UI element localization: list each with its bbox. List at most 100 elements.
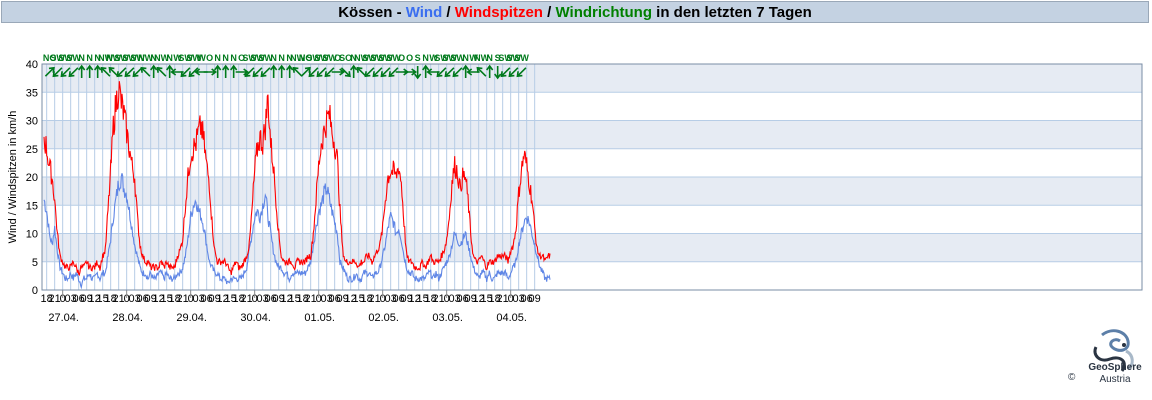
direction-arrow-shape xyxy=(476,66,487,77)
direction-arrow-shape xyxy=(230,64,238,78)
x-tick-label: 09 xyxy=(337,293,349,305)
direction-label: SW xyxy=(514,53,529,63)
direction-arrow-icon xyxy=(60,67,71,78)
direction-label: N xyxy=(86,53,93,63)
direction-label: SW xyxy=(122,53,137,63)
direction-label: SW xyxy=(242,53,257,63)
logo-org: Austria xyxy=(1099,374,1131,385)
logo-name: GeoSphere xyxy=(1088,362,1142,373)
x-tick-label: 09 xyxy=(145,293,157,305)
direction-arrow-icon xyxy=(252,67,263,78)
direction-arrow-icon xyxy=(230,64,238,78)
direction-label: NW xyxy=(106,53,121,63)
direction-arrow-icon xyxy=(452,67,463,78)
x-tick-label: 0 xyxy=(316,293,322,305)
direction-label: O xyxy=(238,53,245,63)
direction-label: SW xyxy=(50,53,65,63)
x-tick-label: 03 xyxy=(257,293,269,305)
direction-label: S xyxy=(415,53,421,63)
direction-label: W xyxy=(469,53,478,63)
direction-label: N xyxy=(94,53,101,63)
direction-arrow-shape xyxy=(260,67,271,78)
x-tick-label: 09 xyxy=(209,293,221,305)
x-tick-label: 15 xyxy=(289,293,301,305)
direction-label: SW xyxy=(362,53,377,63)
y-tick-label: 25 xyxy=(26,144,38,156)
plot-border xyxy=(41,63,1143,291)
direction-arrow-shape xyxy=(308,67,319,78)
direction-label: W xyxy=(429,53,438,63)
direction-arrow-icon xyxy=(108,66,119,77)
direction-label: N xyxy=(222,53,229,63)
x-tick-label: 21 xyxy=(305,293,317,305)
direction-arrow-shape xyxy=(324,67,335,78)
direction-label: SW xyxy=(378,53,393,63)
y-axis-label: Wind / Windspitzen in km/h xyxy=(7,111,19,244)
date-label: 27.04. xyxy=(48,312,79,324)
direction-label: SW xyxy=(186,53,201,63)
y-tick-label: 30 xyxy=(26,116,38,128)
direction-arrow-shape xyxy=(252,67,263,78)
direction-arrow-shape xyxy=(300,66,311,77)
direction-label: O xyxy=(334,53,341,63)
x-tick-label: 21 xyxy=(241,293,253,305)
direction-arrow-icon xyxy=(316,67,327,78)
direction-arrow-icon xyxy=(403,68,417,76)
direction-arrow-shape xyxy=(286,64,294,78)
direction-arrow-icon xyxy=(508,67,519,78)
direction-arrow-icon xyxy=(414,66,422,80)
x-tick-label: 03 xyxy=(321,293,333,305)
direction-label: NW xyxy=(354,53,369,63)
direction-label: S xyxy=(495,53,501,63)
x-tick-label: 12 xyxy=(217,293,229,305)
direction-arrow-shape xyxy=(94,64,102,78)
direction-arrow-icon xyxy=(68,67,79,78)
direction-arrow-icon xyxy=(364,67,375,78)
direction-label: N xyxy=(422,53,429,63)
direction-arrow-shape xyxy=(278,64,286,78)
x-tick-label: 12 xyxy=(281,293,293,305)
direction-label: N xyxy=(78,53,85,63)
direction-arrow-shape xyxy=(150,64,158,78)
direction-label: SW xyxy=(130,53,145,63)
title-direction: Windrichtung xyxy=(555,4,653,21)
direction-arrow-icon xyxy=(214,64,222,78)
direction-arrow-icon xyxy=(100,66,111,77)
x-tick-label: 06 xyxy=(73,293,85,305)
y-tick-label: 35 xyxy=(26,87,38,99)
direction-arrow-shape xyxy=(292,66,303,77)
direction-label: NW xyxy=(290,53,305,63)
direction-label: SW xyxy=(178,53,193,63)
direction-label: SW xyxy=(506,53,521,63)
direction-arrow-shape xyxy=(403,68,417,76)
direction-arrow-icon xyxy=(500,67,511,78)
geosphere-logo-icon xyxy=(1093,329,1134,372)
date-label: 29.04. xyxy=(176,312,207,324)
y-tick-label: 5 xyxy=(32,257,38,269)
x-tick-label: 21 xyxy=(113,293,125,305)
title-sep1: / xyxy=(442,4,455,21)
direction-arrow-icon xyxy=(436,67,447,78)
direction-arrow-shape xyxy=(78,64,86,78)
y-tick-label: 10 xyxy=(26,229,38,241)
direction-arrow-shape xyxy=(60,67,71,78)
direction-label: SW xyxy=(450,53,465,63)
direction-arrow-shape xyxy=(436,67,447,78)
x-tick-label: 09 xyxy=(273,293,285,305)
x-tick-label: 18 xyxy=(41,293,53,305)
direction-label: SW xyxy=(114,53,129,63)
direction-arrow-shape xyxy=(388,67,399,78)
direction-label: N xyxy=(278,53,285,63)
title-station: Kössen - xyxy=(338,4,406,21)
direction-arrow-shape xyxy=(508,67,519,78)
direction-arrow-shape xyxy=(486,64,494,78)
x-tick-label: 06 xyxy=(201,293,213,305)
direction-arrow-shape xyxy=(44,66,55,77)
x-tick-label: 06 xyxy=(265,293,277,305)
x-tick-label: 03 xyxy=(513,293,525,305)
date-label: 28.04. xyxy=(112,312,143,324)
x-tick-label: 15 xyxy=(353,293,365,305)
date-label: 30.04. xyxy=(240,312,271,324)
x-tick-label: 15 xyxy=(97,293,109,305)
direction-label: O xyxy=(406,53,413,63)
